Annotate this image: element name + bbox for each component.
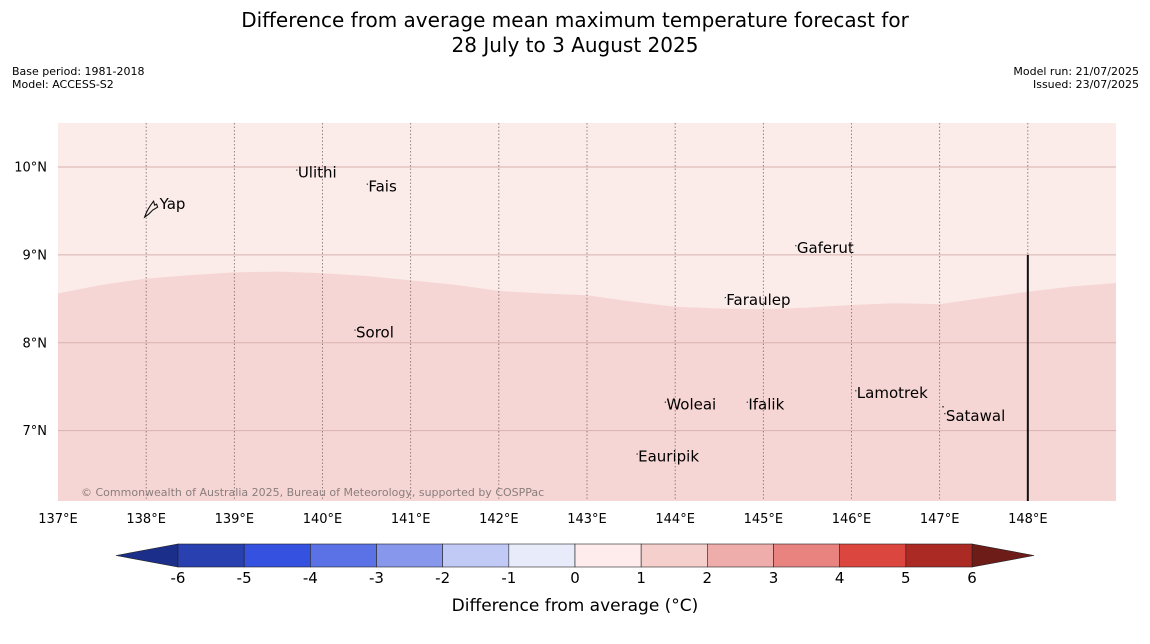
base-period: Base period: 1981-2018 bbox=[12, 65, 145, 78]
colorbar-tick-label: 1 bbox=[636, 569, 646, 587]
colorbar-segment bbox=[707, 543, 774, 568]
model-run: Model run: 21/07/2025 bbox=[1013, 65, 1139, 78]
colorbar-tick-label: 3 bbox=[769, 569, 779, 587]
longitude-tick-label: 147°E bbox=[920, 512, 960, 527]
longitude-gridlines bbox=[145, 123, 1029, 501]
colorbar-title: Difference from average (°C) bbox=[451, 596, 699, 616]
colorbar-tick-label: -5 bbox=[237, 569, 252, 587]
meta-right: Model run: 21/07/2025 Issued: 23/07/2025 bbox=[1013, 65, 1139, 91]
place-marker bbox=[664, 401, 666, 403]
place-marker bbox=[944, 413, 946, 415]
place-label: Ifalik bbox=[748, 396, 784, 414]
place-marker bbox=[636, 453, 638, 455]
latitude-tick-label: 8°N bbox=[23, 336, 48, 351]
place-marker bbox=[795, 245, 797, 247]
chart-title: Difference from average mean maximum tem… bbox=[0, 8, 1150, 58]
yap-island-shape bbox=[143, 199, 159, 219]
issued-date: Issued: 23/07/2025 bbox=[1032, 78, 1139, 91]
place-marker bbox=[296, 169, 298, 171]
colorbar: -6 -5 -4 -3 -2 -1 0 1 2 3 4 5 6 bbox=[115, 543, 1035, 587]
place-labels: Ulithi Fais Yap Gaferut Faraulep Sorol Lamotre… bbox=[159, 164, 1006, 466]
place-label: Fais bbox=[368, 178, 397, 196]
longitude-tick-label: 145°E bbox=[744, 512, 784, 527]
meta-left: Base period: 1981-2018 Model: ACCESS-S2 bbox=[12, 65, 144, 91]
place-label: Faraulep bbox=[726, 291, 790, 309]
place-label: Satawal bbox=[946, 407, 1005, 425]
place-label: Yap bbox=[159, 195, 186, 213]
longitude-tick-label: 144°E bbox=[655, 512, 695, 527]
latitude-tick-label: 9°N bbox=[23, 248, 48, 263]
colorbar-segment bbox=[905, 543, 973, 568]
latitude-tick-labels: 10°N 9°N 8°N 7°N bbox=[14, 160, 47, 439]
colorbar-tick-label: 5 bbox=[901, 569, 911, 587]
place-marker bbox=[724, 296, 726, 299]
islet-marker bbox=[942, 406, 944, 408]
latitude-gridlines bbox=[58, 166, 1116, 432]
colorbar-segment bbox=[310, 543, 377, 568]
colorbar-tick-label: 0 bbox=[570, 569, 580, 587]
longitude-tick-label: 137°E bbox=[38, 512, 78, 527]
place-marker bbox=[366, 183, 368, 185]
colorbar-segment bbox=[442, 543, 510, 568]
place-label: Woleai bbox=[666, 396, 716, 414]
place-marker bbox=[855, 390, 857, 392]
yap-island-outline bbox=[143, 199, 159, 219]
longitude-tick-labels: 137°E 138°E 139°E 140°E 141°E 142°E 143°E 144°E… bbox=[38, 512, 1047, 527]
place-label: Lamotrek bbox=[857, 384, 928, 402]
title-line-2: 28 July to 3 August 2025 bbox=[451, 33, 699, 57]
latitude-tick-label: 10°N bbox=[14, 160, 47, 175]
place-marker bbox=[354, 329, 356, 331]
colorbar-segment bbox=[640, 543, 708, 568]
longitude-tick-label: 141°E bbox=[391, 512, 431, 527]
colorbar-tick-label: 4 bbox=[835, 569, 845, 587]
colorbar-tick-label: -1 bbox=[501, 569, 516, 587]
colorbar-tick-label: -3 bbox=[369, 569, 384, 587]
longitude-tick-label: 138°E bbox=[126, 512, 166, 527]
colorbar-tick-label: -4 bbox=[303, 569, 318, 587]
longitude-tick-label: 148°E bbox=[1008, 512, 1048, 527]
longitude-tick-label: 143°E bbox=[567, 512, 607, 527]
longitude-tick-label: 142°E bbox=[479, 512, 519, 527]
colorbar-tick-label: -6 bbox=[171, 569, 186, 587]
colorbar-segment bbox=[574, 543, 642, 568]
place-label: Gaferut bbox=[797, 239, 854, 257]
longitude-tick-label: 146°E bbox=[832, 512, 872, 527]
model-name: Model: ACCESS-S2 bbox=[12, 78, 114, 91]
colorbar-segment bbox=[177, 543, 245, 568]
colorbar-tick-label: 2 bbox=[703, 569, 713, 587]
colorbar-segment bbox=[376, 543, 443, 568]
colorbar-segment bbox=[508, 543, 576, 568]
place-label: Ulithi bbox=[298, 164, 337, 182]
longitude-tick-label: 139°E bbox=[215, 512, 255, 527]
title-line-1: Difference from average mean maximum tem… bbox=[241, 8, 909, 32]
colorbar-segment bbox=[839, 543, 907, 568]
colorbar-segment bbox=[773, 543, 840, 568]
place-label: Eauripik bbox=[638, 447, 699, 465]
colorbar-tick-label: 6 bbox=[967, 569, 977, 587]
colorbar-extend-low bbox=[115, 543, 179, 568]
colorbar-segment bbox=[243, 543, 311, 568]
copyright-notice: © Commonwealth of Australia 2025, Bureau… bbox=[81, 486, 544, 499]
latitude-tick-label: 7°N bbox=[23, 424, 48, 439]
place-label: Sorol bbox=[356, 323, 394, 341]
place-marker bbox=[746, 401, 748, 403]
colorbar-tick-label: -2 bbox=[435, 569, 450, 587]
colorbar-extend-high bbox=[971, 543, 1035, 568]
longitude-tick-label: 140°E bbox=[303, 512, 343, 527]
